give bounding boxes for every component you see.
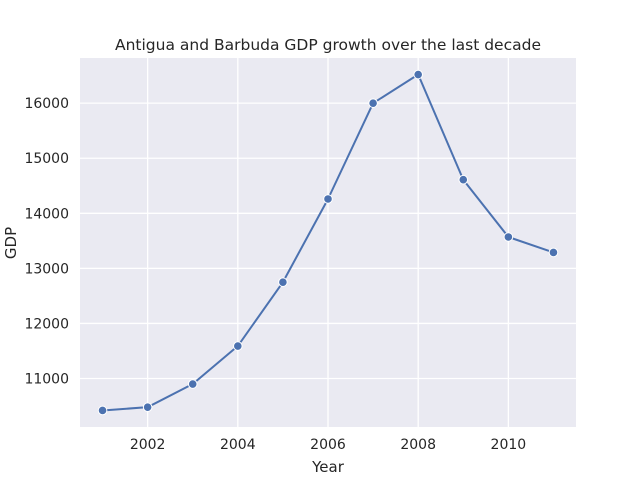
- y-tick-label: 12000: [24, 316, 69, 332]
- x-tick-label: 2002: [130, 437, 166, 453]
- data-point: [233, 341, 243, 351]
- y-tick-label: 16000: [24, 96, 69, 112]
- data-point: [413, 69, 423, 80]
- data-point: [142, 402, 153, 412]
- data-point: [503, 232, 514, 242]
- data-point: [368, 98, 378, 108]
- x-tick-label: 2004: [220, 437, 256, 453]
- data-point: [548, 247, 559, 258]
- x-axis-label: Year: [311, 458, 345, 476]
- y-tick-label: 14000: [24, 206, 69, 222]
- x-tick-labels: 2002 2004 2006 2008 2010: [130, 437, 526, 453]
- data-point: [458, 174, 469, 185]
- data-point: [278, 277, 288, 287]
- data-point: [323, 194, 333, 204]
- data-point: [187, 379, 198, 389]
- y-axis-label: GDP: [2, 227, 20, 259]
- y-tick-labels: 11000 12000 13000 14000 15000 16000: [24, 96, 69, 387]
- x-tick-label: 2008: [400, 437, 436, 453]
- y-tick-label: 13000: [24, 261, 69, 277]
- y-tick-label: 11000: [24, 372, 69, 388]
- series-layer: [97, 69, 559, 416]
- y-tick-label: 15000: [24, 151, 69, 167]
- x-tick-label: 2010: [491, 437, 527, 453]
- chart-title: Antigua and Barbuda GDP growth over the …: [115, 36, 541, 54]
- grid-lines: [80, 58, 576, 427]
- data-point: [97, 405, 108, 416]
- x-tick-label: 2006: [310, 437, 346, 453]
